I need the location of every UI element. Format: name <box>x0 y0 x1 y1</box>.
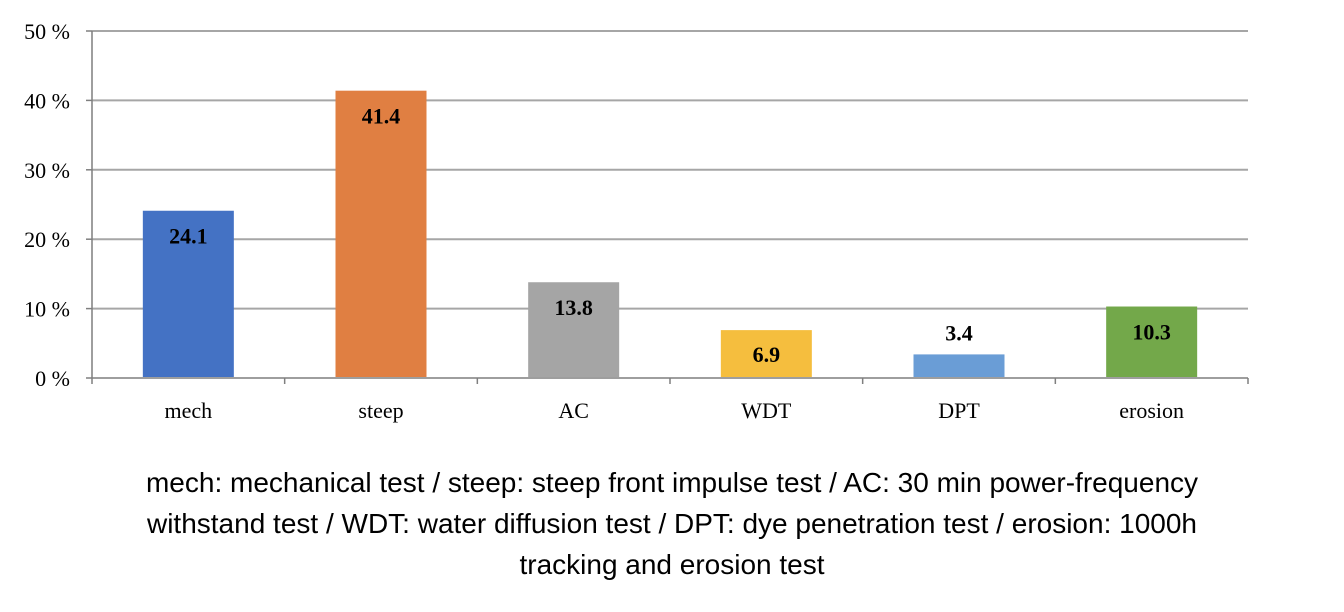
y-tick-label: 10 % <box>24 297 70 322</box>
data-label-dpt: 3.4 <box>945 320 973 345</box>
y-tick-label: 50 % <box>24 19 70 44</box>
bar-erosion <box>1106 306 1198 377</box>
y-tick-label: 0 % <box>35 366 70 391</box>
x-category-label: DPT <box>938 398 980 423</box>
data-label-ac: 13.8 <box>554 295 593 320</box>
figure-caption: mech: mechanical test / steep: steep fro… <box>0 462 1344 585</box>
y-tick-label: 40 % <box>24 88 70 113</box>
caption-line-3: tracking and erosion test <box>519 549 825 580</box>
data-label-mech: 24.1 <box>169 224 208 249</box>
bar-mech <box>142 210 234 377</box>
caption-line-1: mech: mechanical test / steep: steep fro… <box>145 467 1199 498</box>
data-label-steep: 41.4 <box>362 104 401 129</box>
x-category-label: WDT <box>741 398 792 423</box>
y-tick-label: 30 % <box>24 158 70 183</box>
bar-chart: 0 % 10 % 20 % 30 % 40 % 50 % 24.1 mech 41.4 steep… <box>24 19 1249 423</box>
data-label-erosion: 10.3 <box>1132 320 1171 345</box>
bar-steep <box>335 90 427 378</box>
caption-line-2: withstand test / WDT: water diffusion te… <box>146 508 1197 539</box>
x-category-label: AC <box>558 398 589 423</box>
x-category-label: erosion <box>1119 398 1184 423</box>
x-category-label: steep <box>358 398 403 423</box>
bar-wdt <box>720 330 812 377</box>
bar-ac <box>528 282 620 377</box>
data-label-wdt: 6.9 <box>753 342 781 367</box>
x-category-label: mech <box>165 398 213 423</box>
bar-dpt <box>913 354 1005 377</box>
y-tick-label: 20 % <box>24 227 70 252</box>
